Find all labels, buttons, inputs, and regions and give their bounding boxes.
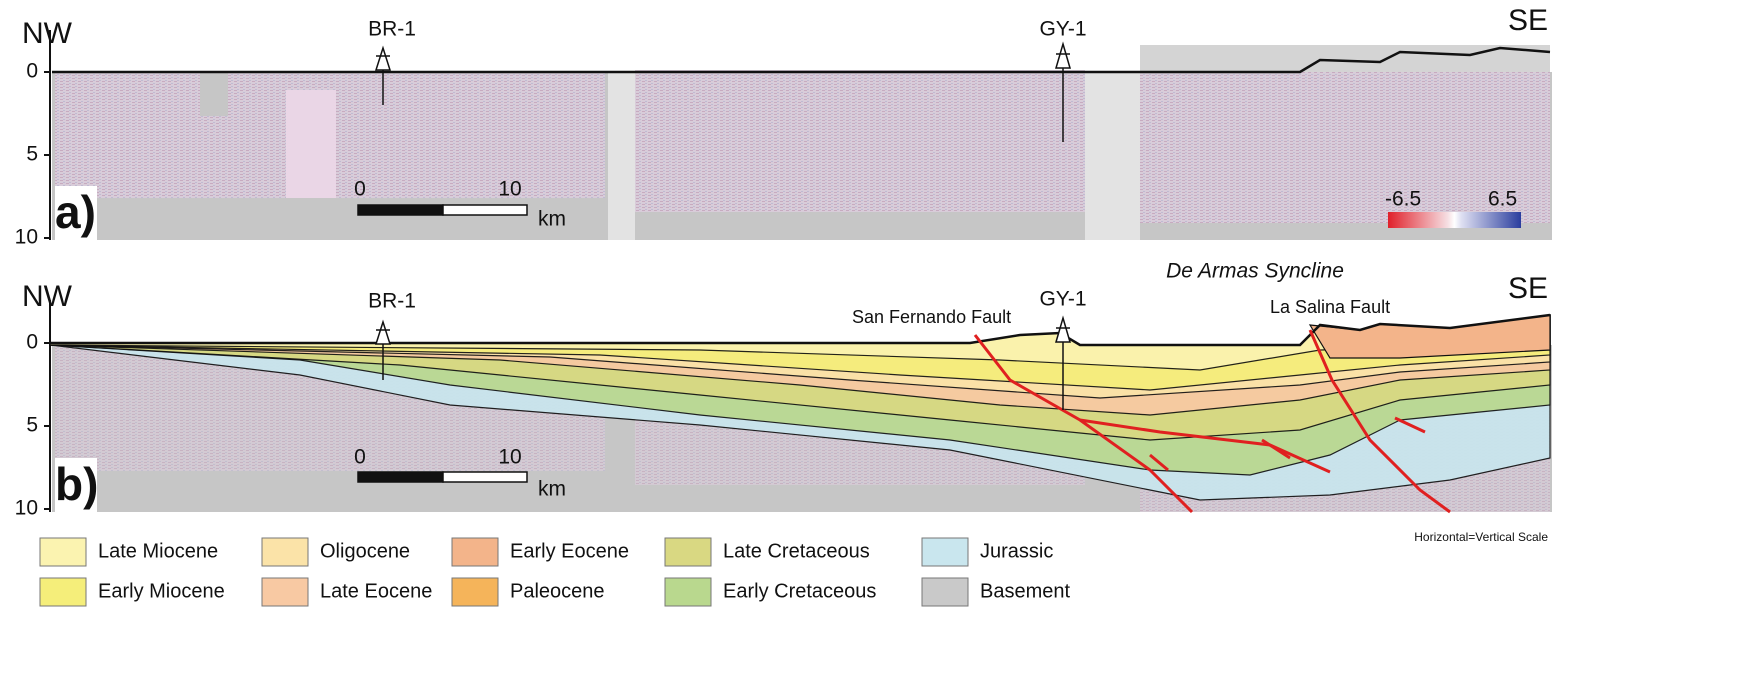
legend-label: Early Cretaceous (723, 580, 876, 602)
legend-label: Early Eocene (510, 540, 629, 562)
colorbar (1388, 212, 1521, 228)
legend-swatch (40, 578, 86, 606)
fault-label: La Salina Fault (1270, 297, 1390, 317)
well-label: BR-1 (368, 290, 416, 313)
scale-unit: km (538, 208, 566, 231)
well-label: GY-1 (1039, 18, 1086, 41)
legend: Late Miocene Early Miocene Oligocene Late E… (40, 538, 1070, 606)
legend-label: Late Cretaceous (723, 540, 870, 562)
legend-label: Late Miocene (98, 540, 218, 562)
legend-label: Late Eocene (320, 580, 432, 602)
direction-right: SE (1508, 4, 1548, 37)
legend-swatch (262, 538, 308, 566)
figure: NW SE BR-1 GY-1 a) 0 10 km -6.5 6.5 NW S… (0, 0, 1751, 681)
scale-note: Horizontal=Vertical Scale (1414, 530, 1548, 544)
colorbar-max: 6.5 (1488, 188, 1517, 211)
depth-tick-label: 5 (26, 414, 38, 437)
direction-left: NW (22, 17, 73, 50)
legend-swatch (665, 538, 711, 566)
layer (1310, 315, 1550, 358)
depth-tick-label: 10 (15, 226, 38, 249)
depth-tick-label: 0 (26, 331, 38, 354)
syncline-title: De Armas Syncline (1166, 260, 1344, 283)
depth-tick-label: 10 (15, 497, 38, 520)
depth-tick-label: 5 (26, 143, 38, 166)
panel-label: a) (55, 186, 96, 238)
well-label: GY-1 (1039, 288, 1086, 311)
legend-label: Early Miocene (98, 580, 225, 602)
legend-swatch (40, 538, 86, 566)
legend-swatch (262, 578, 308, 606)
legend-label: Oligocene (320, 540, 410, 562)
seismic-a (50, 30, 1552, 240)
panel-label: b) (55, 458, 98, 510)
scale-end: 10 (498, 446, 521, 469)
well-label: BR-1 (368, 18, 416, 41)
scale-end: 10 (498, 178, 521, 201)
legend-swatch (665, 578, 711, 606)
direction-right: SE (1508, 272, 1548, 305)
legend-label: Paleocene (510, 580, 605, 602)
direction-left: NW (22, 280, 73, 313)
colorbar-min: -6.5 (1385, 188, 1421, 211)
scale-start: 0 (354, 446, 366, 469)
legend-swatch (452, 578, 498, 606)
legend-swatch (452, 538, 498, 566)
legend-label: Basement (980, 580, 1070, 602)
depth-tick-label: 0 (26, 60, 38, 83)
scale-unit: km (538, 478, 566, 501)
scale-start: 0 (354, 178, 366, 201)
legend-swatch (922, 538, 968, 566)
legend-swatch (922, 578, 968, 606)
legend-label: Jurassic (980, 540, 1053, 562)
fault-label: San Fernando Fault (852, 307, 1011, 327)
